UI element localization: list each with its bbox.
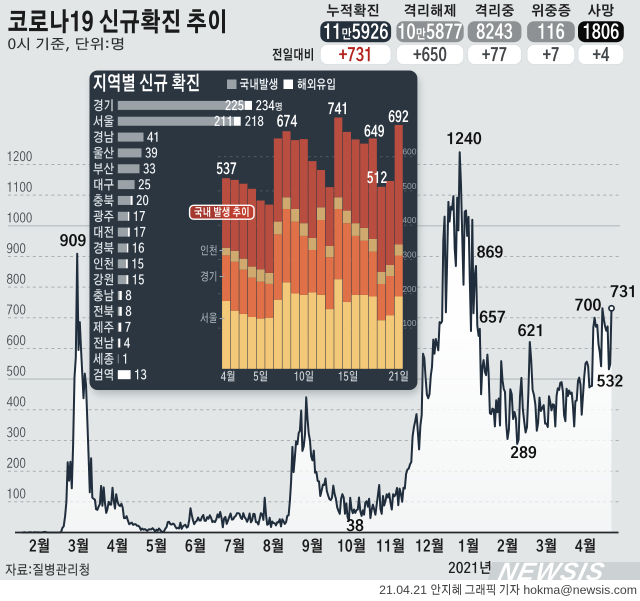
svg-text:100: 100	[402, 318, 416, 328]
svg-text:hokma@newsis.com: hokma@newsis.com	[520, 583, 637, 597]
svg-text:200: 200	[402, 284, 416, 294]
svg-text:NEWSIS: NEWSIS	[496, 558, 609, 586]
svg-text:21.04.21: 21.04.21	[379, 583, 430, 597]
svg-text:600: 600	[402, 147, 416, 157]
svg-text:400: 400	[402, 215, 416, 225]
svg-text:500: 500	[402, 181, 416, 191]
svg-text:300: 300	[402, 250, 416, 260]
